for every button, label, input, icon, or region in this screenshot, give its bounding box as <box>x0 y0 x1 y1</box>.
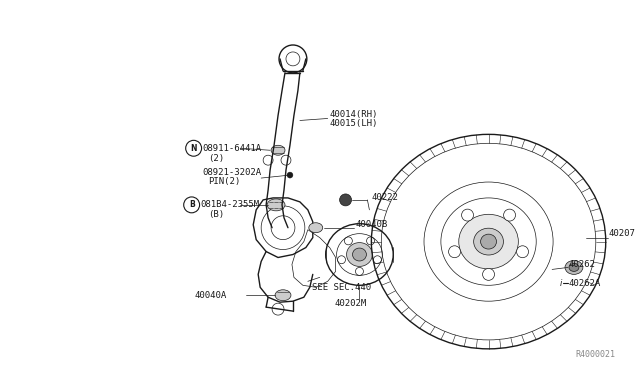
Text: 40262: 40262 <box>569 260 596 269</box>
Ellipse shape <box>271 145 285 155</box>
Ellipse shape <box>346 243 372 266</box>
Text: 40040A: 40040A <box>195 291 227 300</box>
Circle shape <box>449 246 461 258</box>
Text: PIN(2): PIN(2) <box>209 177 241 186</box>
Text: 08911-6441A: 08911-6441A <box>203 144 262 153</box>
Text: B: B <box>189 201 195 209</box>
Text: N: N <box>190 144 197 153</box>
Circle shape <box>504 209 516 221</box>
Ellipse shape <box>267 199 285 211</box>
Text: 08921-3202A: 08921-3202A <box>203 168 262 177</box>
Circle shape <box>287 172 293 178</box>
Text: 40014(RH): 40014(RH) <box>330 110 378 119</box>
Ellipse shape <box>565 260 583 275</box>
Ellipse shape <box>309 223 323 232</box>
Text: 40207: 40207 <box>609 229 636 238</box>
Text: 40040B: 40040B <box>355 220 388 229</box>
Text: 40262A: 40262A <box>569 279 601 288</box>
Ellipse shape <box>275 290 291 301</box>
Text: R4000021: R4000021 <box>575 350 616 359</box>
Circle shape <box>461 209 474 221</box>
Ellipse shape <box>459 214 518 269</box>
Ellipse shape <box>481 234 497 249</box>
Text: (2): (2) <box>209 154 225 163</box>
Text: i: i <box>560 279 562 288</box>
Ellipse shape <box>474 228 504 255</box>
Text: 40015(LH): 40015(LH) <box>330 119 378 128</box>
Ellipse shape <box>569 263 579 272</box>
Text: 40202M: 40202M <box>335 299 367 308</box>
Text: 081B4-2355M: 081B4-2355M <box>200 201 260 209</box>
Ellipse shape <box>353 248 367 261</box>
Text: SEE SEC.440: SEE SEC.440 <box>312 283 371 292</box>
Circle shape <box>340 194 351 206</box>
Text: (B): (B) <box>209 210 225 219</box>
Text: 40222: 40222 <box>371 193 398 202</box>
Circle shape <box>483 269 495 280</box>
Circle shape <box>516 246 529 258</box>
